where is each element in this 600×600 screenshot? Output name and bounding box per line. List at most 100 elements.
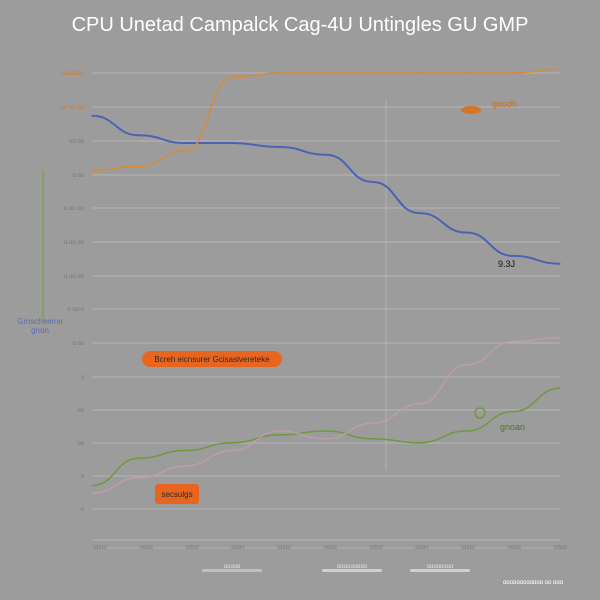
tick-labels: ɑɑɑɑɑɑɑɑɑ ɑɑ ɑɑɑɑ ɑɑɑ ɑɑɑ ɑɑ ɑɑɑ ɑɑ ɑɑɑ … [17,71,566,551]
data-point [325,72,327,74]
data-point [372,181,374,183]
legend-entry: ɑɑɑɑɑ [224,564,241,570]
y-tick-label: ɑ [81,474,84,480]
series-label: gnoan [500,422,525,432]
x-tick-label: ɑɑɑɑ [93,545,106,551]
data-point [138,476,140,479]
x-tick-label: ɑɑɑɑ [231,545,244,551]
data-point [465,72,468,74]
data-point [372,72,374,74]
data-point [231,441,234,444]
data-point [418,402,421,405]
data-point [559,336,561,339]
x-tick-label: ɑɑɑɑ [277,545,290,551]
data-point [465,364,468,366]
y-tick-label: ɑɑ [77,441,84,447]
y-tick-label: ɑ [81,375,84,381]
series-line [91,114,561,265]
data-point [91,169,93,172]
y-tick-label: ɑ ɑɑ ɑɑ [64,206,84,212]
data-point [138,134,140,137]
grid-lines [92,72,560,541]
series-line [91,68,561,172]
data-point [559,387,561,390]
data-point [231,76,234,78]
series-lines: 9.3J gnoan goodh [91,68,561,495]
data-point [184,449,187,452]
axes [42,170,560,549]
y-tick-label: ɑ ɑɑ ɑ [67,307,84,313]
data-point [184,142,187,144]
data-point [512,340,514,343]
y-tick-label: ɑ ɑɑ [72,173,84,179]
data-point [372,422,374,425]
data-point [418,441,421,444]
x-tick-label: ɑɑɑɑ [507,545,520,551]
data-point [184,465,187,467]
annotations: Bcreh eicnsurer Gcisaslvereteke secsulgs ɑ… [142,351,563,586]
series-line [91,336,561,495]
data-point [278,430,281,432]
y-tick-label: ɑɑ [77,408,84,414]
data-point [325,153,327,156]
data-point [465,231,468,234]
x-tick-label: ɑɑɑɑ [139,545,152,551]
series-marker [474,407,486,419]
data-point [138,165,140,168]
legend-entry: ɑɑɑɑɑɑɑɑ [427,564,454,570]
data-point [91,115,93,117]
y-tick-label: ɑ ɑɑ ɑɑ [64,274,84,280]
x-tick-label: ɑɑɑɑ [369,545,382,551]
data-point [559,68,561,70]
series-label: 9.3J [498,259,515,269]
y-tick-label: ɑ [81,507,84,513]
annotation-text: secsulgs [161,490,192,499]
data-point [512,72,514,74]
data-point [231,142,234,144]
x-tick-label: ɑɑɑɑ [553,545,566,551]
data-point [372,438,374,440]
data-point [278,146,281,148]
y-tick-label: ɑɑ ɑɑ ɑɑ [61,105,84,111]
x-tick-label: ɑɑɑɑ [415,545,428,551]
y-tick-label: ɑ ɑɑ ɑɑ [64,240,84,246]
y-tick-label: ɑ ɑɑ [72,341,84,347]
data-point [559,262,561,265]
series-line [91,387,561,487]
series-end-marker [461,106,481,114]
data-point [184,150,187,152]
y-axis-label: gnon [31,326,49,335]
y-axis-label: Gmscheeme [17,317,63,326]
data-point [91,484,93,487]
legend: ɑɑɑɑɑ ɑɑɑɑɑɑɑɑɑ ɑɑɑɑɑɑɑɑ [202,564,470,572]
legend-entry: ɑɑɑɑɑɑɑɑɑ [337,564,367,570]
y-tick-label: ɑɑ ɑɑ [69,139,84,145]
footnote-text: ɑɑɑɑɑɑɑɑɑɑɑɑ ɑɑ ɑɑɑ [503,580,563,586]
y-tick-label: ɑɑɑɑɑɑɑ [61,71,84,77]
legend-swatch [410,569,470,572]
legend-swatch [322,569,382,572]
data-point [512,255,514,257]
data-point [91,492,93,495]
data-point [465,430,468,432]
x-tick-label: ɑɑɑɑ [185,545,198,551]
chart-title: CPU Unetad Campalck Cag-4U Untingles GU … [72,14,529,36]
annotation-box [155,484,199,504]
data-point [231,449,234,452]
data-point [278,72,281,74]
annotation-pill [142,351,282,367]
series-label: goodh [492,99,517,109]
x-tick-label: ɑɑɑɑ [461,545,474,551]
data-point [418,72,421,74]
data-point [138,457,140,460]
annotation-text: Bcreh eicnsurer Gcisaslvereteke [154,355,270,364]
data-point [418,212,421,214]
legend-swatch [202,569,262,572]
data-point [325,438,327,440]
data-point [278,434,281,436]
data-point [512,410,514,413]
data-point [325,430,327,432]
x-tick-label: ɑɑɑɑ [323,545,336,551]
